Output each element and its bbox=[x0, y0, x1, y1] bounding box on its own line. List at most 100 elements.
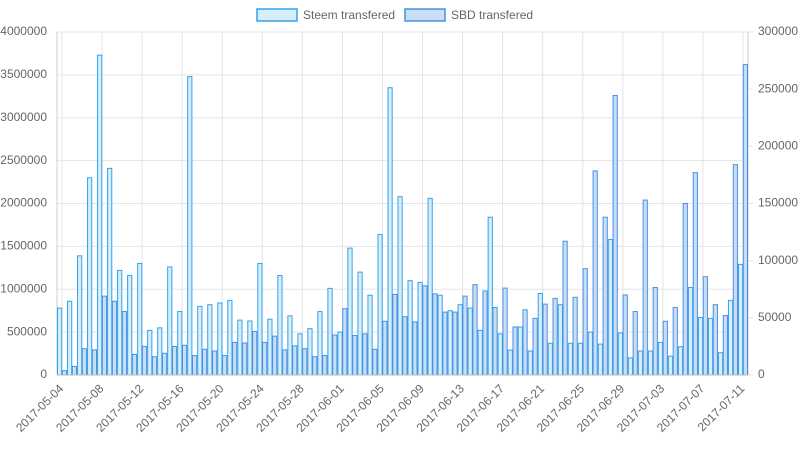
bar bbox=[177, 311, 183, 376]
bar bbox=[537, 293, 543, 376]
bar bbox=[612, 94, 618, 376]
bar bbox=[141, 345, 148, 376]
bar bbox=[637, 350, 644, 376]
bar bbox=[212, 350, 218, 376]
bar bbox=[492, 307, 498, 376]
bar bbox=[322, 355, 328, 376]
bar bbox=[292, 345, 298, 376]
bar bbox=[657, 341, 664, 376]
y2-tick-label: 50000 bbox=[758, 310, 792, 324]
bar bbox=[171, 345, 178, 376]
bar bbox=[687, 287, 694, 376]
bar bbox=[717, 352, 724, 376]
bar bbox=[342, 308, 348, 376]
bar bbox=[232, 341, 238, 376]
bar bbox=[467, 307, 473, 376]
bar bbox=[662, 320, 668, 376]
bar bbox=[327, 287, 333, 376]
y2-tick-label: 200000 bbox=[758, 139, 798, 153]
bar bbox=[542, 303, 548, 376]
bar bbox=[507, 349, 513, 376]
bar bbox=[667, 355, 674, 376]
bar bbox=[151, 356, 158, 376]
bar bbox=[312, 356, 318, 376]
bar bbox=[91, 349, 98, 376]
bar bbox=[247, 320, 253, 376]
bar bbox=[627, 357, 634, 376]
bar bbox=[567, 342, 573, 376]
bar bbox=[167, 266, 173, 376]
bar bbox=[447, 310, 453, 376]
bar bbox=[547, 342, 553, 376]
bar bbox=[672, 307, 678, 376]
bar bbox=[457, 304, 463, 376]
bar bbox=[552, 297, 558, 376]
y-tick-label: 1000000 bbox=[0, 281, 47, 295]
bar bbox=[121, 311, 128, 376]
y-tick-label: 500000 bbox=[7, 324, 47, 338]
bar bbox=[317, 311, 323, 376]
bar bbox=[77, 255, 83, 376]
bar bbox=[387, 87, 393, 376]
bar bbox=[572, 296, 578, 376]
bar bbox=[522, 309, 528, 376]
bar bbox=[217, 302, 223, 376]
bar bbox=[622, 294, 628, 376]
bar bbox=[237, 319, 243, 376]
bar bbox=[97, 54, 103, 376]
bar bbox=[67, 300, 73, 376]
bar bbox=[727, 299, 734, 376]
bar bbox=[677, 346, 684, 376]
bar bbox=[437, 294, 443, 376]
bar bbox=[632, 311, 638, 376]
y-tick-label: 3500000 bbox=[0, 67, 47, 81]
bar bbox=[642, 199, 648, 376]
bar bbox=[282, 349, 288, 376]
bar bbox=[137, 263, 143, 376]
bar bbox=[432, 293, 438, 376]
bar bbox=[582, 268, 588, 376]
y2-tick-label: 300000 bbox=[758, 24, 798, 38]
bar bbox=[592, 170, 598, 376]
bar bbox=[131, 353, 138, 376]
bar bbox=[442, 311, 448, 376]
bar bbox=[702, 276, 708, 376]
bar bbox=[197, 305, 203, 376]
bar bbox=[202, 348, 208, 376]
bar bbox=[252, 331, 258, 376]
bar bbox=[377, 233, 383, 376]
bar bbox=[517, 326, 523, 376]
bar bbox=[527, 350, 533, 376]
bar bbox=[397, 196, 403, 376]
bar bbox=[712, 304, 718, 376]
y2-tick-label: 100000 bbox=[758, 253, 798, 267]
bar bbox=[207, 304, 213, 376]
bar bbox=[412, 321, 418, 376]
bar bbox=[477, 329, 483, 376]
bar bbox=[57, 307, 63, 376]
bar bbox=[617, 332, 624, 376]
bar bbox=[332, 334, 338, 376]
bar bbox=[87, 177, 93, 376]
bar bbox=[427, 197, 433, 376]
bar bbox=[181, 344, 188, 376]
bar bbox=[191, 355, 198, 376]
bar bbox=[597, 343, 603, 376]
bar bbox=[347, 247, 353, 376]
bar bbox=[267, 318, 273, 376]
bar bbox=[101, 295, 108, 376]
y2-tick-label: 150000 bbox=[758, 196, 798, 210]
bar bbox=[707, 317, 714, 376]
bar bbox=[602, 216, 608, 376]
bar bbox=[362, 333, 368, 376]
bar bbox=[367, 294, 373, 376]
bar bbox=[487, 216, 493, 376]
bar bbox=[652, 287, 658, 376]
bar bbox=[742, 64, 748, 376]
legend-label: SBD transfered bbox=[451, 8, 533, 22]
bar bbox=[157, 327, 163, 376]
bar bbox=[562, 240, 568, 376]
bar bbox=[482, 290, 488, 376]
bar bbox=[227, 299, 233, 376]
